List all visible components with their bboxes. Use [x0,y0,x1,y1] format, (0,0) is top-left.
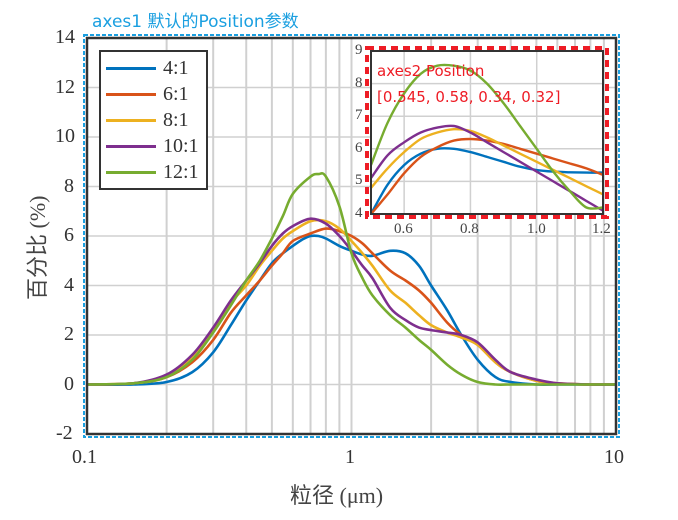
y-axis-label: 百分比 (%) [25,195,50,300]
legend: 4:1 6:1 8:1 10:1 12:1 [99,50,208,190]
inset-series-line-4-1 [371,147,603,214]
inset-series-line-6-1 [371,137,603,214]
inset-series-line-8-1 [371,127,603,196]
inset-x-tick-0-8: 0.8 [460,221,479,237]
legend-label: 12:1 [163,161,199,183]
legend-item-12-1: 12:1 [101,160,206,186]
legend-swatch-orange [106,93,156,96]
series-line-4-1 [86,234,616,386]
y-tick-0: 0 [64,373,74,395]
y-tick-8: 8 [64,175,74,197]
y-tick-2: 2 [64,323,74,345]
legend-swatch-green [106,171,156,174]
legend-label: 8:1 [163,109,189,131]
inset-series-line-12-1 [371,63,603,210]
inset-axes [370,50,604,215]
legend-item-8-1: 8:1 [101,108,206,134]
inset-series-line-10-1 [371,124,603,212]
y-tick-neg2: -2 [56,422,73,444]
legend-item-4-1: 4:1 [101,56,206,82]
legend-swatch-yellow [106,119,156,122]
legend-item-10-1: 10:1 [101,134,206,160]
axes2-annotation-line1: axes2 Position [377,62,485,80]
inset-y-tick-6: 6 [355,140,363,156]
x-axis-label: 粒径 (μm) [290,483,384,508]
y-tick-10: 10 [55,125,75,147]
inset-x-tick-0-6: 0.6 [394,221,413,237]
series-line-12-1 [86,172,616,386]
inset-y-tick-9: 9 [355,42,363,58]
inset-y-tick-4: 4 [355,205,363,221]
series-line-8-1 [86,218,617,386]
inset-y-tick-5: 5 [355,172,363,188]
legend-swatch-blue [106,67,156,70]
axes2-annotation-line2: [0.545, 0.58, 0.34, 0.32] [377,88,561,106]
inset-y-tick-7: 7 [355,107,363,123]
legend-label: 10:1 [163,135,199,157]
legend-item-6-1: 6:1 [101,82,206,108]
y-tick-4: 4 [64,274,74,296]
legend-label: 6:1 [163,83,189,105]
legend-label: 4:1 [163,57,189,79]
inset-x-tick-1-0: 1.0 [527,221,546,237]
y-tick-14: 14 [55,26,75,48]
axes1-annotation: axes1 默认的Position参数 [92,12,299,32]
inset-y-tick-8: 8 [355,75,363,91]
x-tick-10: 10 [604,446,624,468]
axes1-position-frame [83,34,620,438]
axes2-position-frame [365,46,609,219]
x-tick-0-1: 0.1 [72,446,97,468]
y-tick-12: 12 [55,76,75,98]
legend-swatch-purple [106,145,156,148]
inset-x-tick-1-2: 1.2 [592,221,611,237]
x-tick-1: 1 [345,446,355,468]
series-line-10-1 [86,217,617,386]
y-tick-6: 6 [64,224,74,246]
